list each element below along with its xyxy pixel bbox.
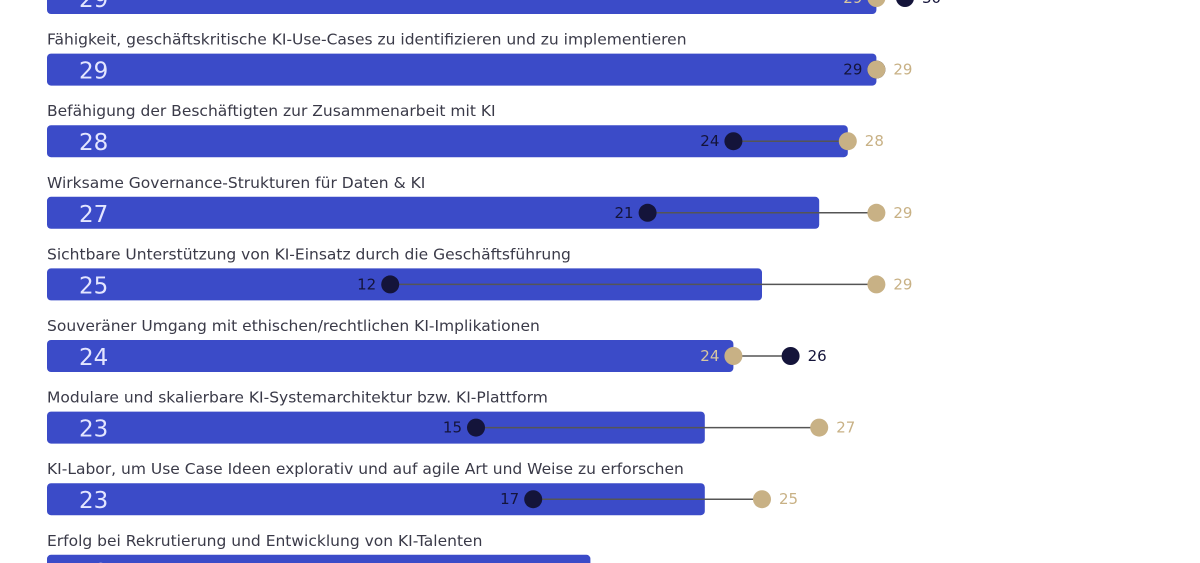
tan-dot: [724, 347, 743, 365]
category-label: Sichtbare Unterstützung von KI-Einsatz d…: [47, 245, 571, 263]
tan-value-label: 27: [836, 419, 855, 437]
tan-value-label: 29: [843, 0, 862, 7]
dark-value-label: 17: [500, 490, 519, 508]
dark-value-label: 15: [443, 419, 462, 437]
bar: [47, 340, 734, 372]
tan-value-label: 24: [700, 347, 719, 365]
category-label: Wirksame Governance-Strukturen für Daten…: [47, 174, 425, 192]
bar-value-label: 29: [79, 59, 108, 85]
bar-value-label: 25: [79, 273, 108, 299]
dark-dot: [638, 203, 657, 222]
category-label: Befähigung der Beschäftigten zur Zusamme…: [47, 102, 496, 120]
bar: [47, 483, 705, 516]
bar: [47, 554, 591, 563]
dark-value-label: 29: [843, 61, 862, 79]
bar-value-label: 27: [79, 202, 108, 228]
tan-dot: [867, 275, 886, 294]
tan-dot: [867, 0, 886, 7]
bar: [47, 196, 820, 229]
bar: [47, 411, 705, 444]
bar: [47, 0, 877, 14]
dark-dot: [896, 0, 914, 7]
dark-value-label: 12: [357, 275, 376, 293]
bar: [47, 125, 848, 158]
dark-value-label: 24: [700, 132, 719, 150]
tan-dot: [867, 203, 886, 222]
category-label: Modulare und skalierbare KI-Systemarchit…: [47, 389, 548, 407]
bar-value-label: 28: [79, 130, 108, 156]
tan-value-label: 29: [893, 61, 912, 79]
dark-dot: [781, 347, 800, 365]
category-label: KI-Labor, um Use Case Ideen explorativ u…: [47, 460, 684, 478]
category-label: Souveräner Umgang mit ethischen/rechtlic…: [47, 317, 540, 335]
bar-value-label: 24: [79, 345, 108, 371]
tan-dot: [753, 490, 771, 509]
tan-dot: [810, 418, 829, 437]
dark-value-label: 30: [922, 0, 941, 7]
tan-dot: [867, 60, 886, 79]
bar-value-label: 19: [79, 560, 108, 563]
bar-value-label: 23: [79, 417, 108, 443]
dark-dot: [467, 418, 485, 437]
tan-value-label: 29: [893, 204, 912, 222]
category-label: Fähigkeit, geschäftskritische KI-Use-Cas…: [47, 31, 687, 49]
dark-value-label: 26: [808, 347, 827, 365]
tan-value-label: 29: [893, 275, 912, 293]
tan-value-label: 25: [779, 490, 798, 508]
bar-value-label: 23: [79, 488, 108, 514]
tan-value-label: 28: [865, 132, 884, 150]
category-label: Erfolg bei Rekrutierung und Entwicklung …: [47, 532, 482, 550]
dark-dot: [381, 275, 400, 294]
bar-value-label: 29: [79, 0, 108, 13]
dark-dot: [524, 490, 543, 509]
dark-dot: [724, 132, 743, 151]
bar: [47, 53, 877, 86]
dark-value-label: 21: [615, 204, 634, 222]
tan-dot: [838, 132, 857, 151]
